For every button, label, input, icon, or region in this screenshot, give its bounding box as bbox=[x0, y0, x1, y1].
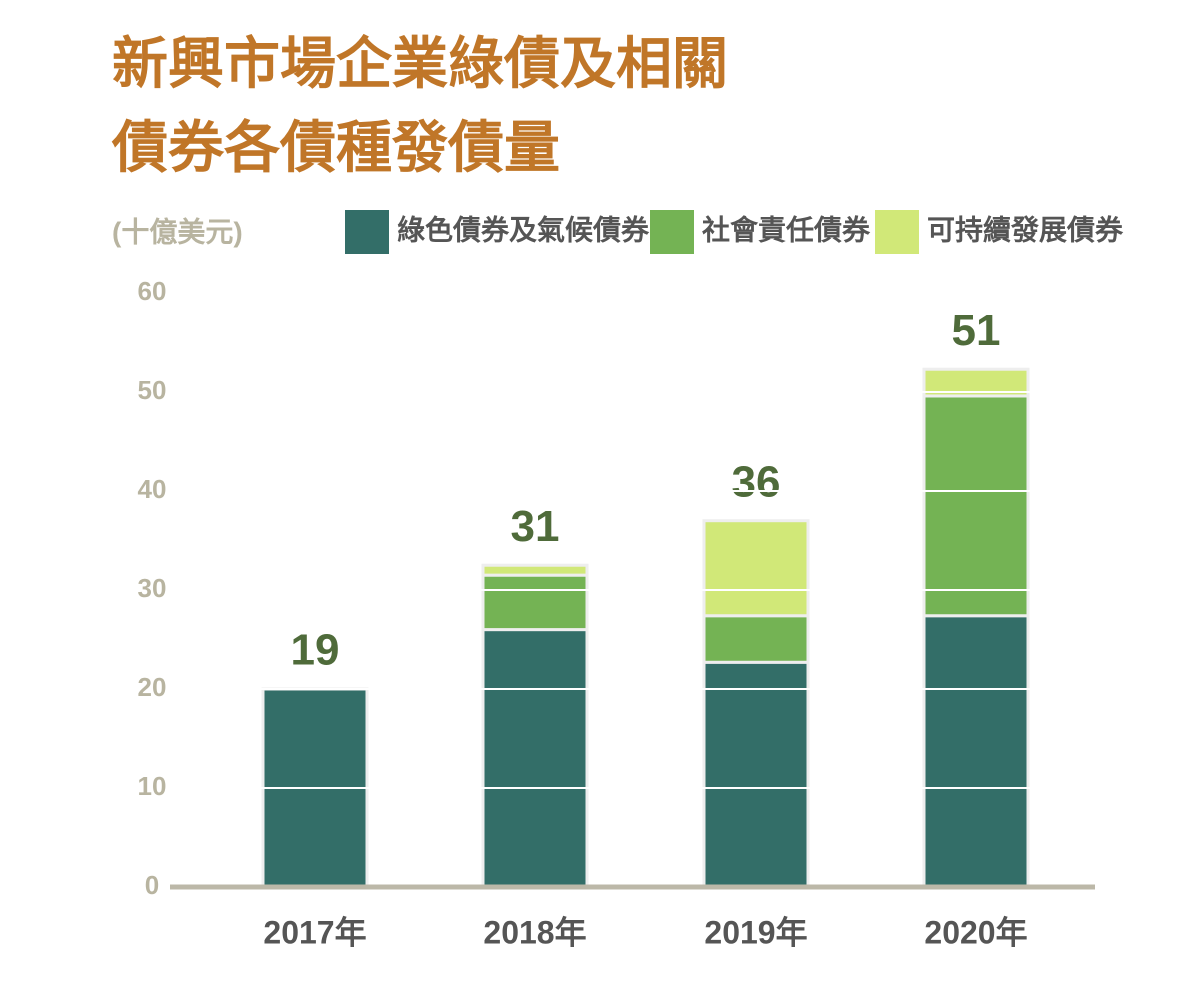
total-label: 19 bbox=[291, 626, 340, 675]
legend-swatch bbox=[875, 210, 919, 254]
bar-segment bbox=[481, 563, 589, 577]
y-axis-label: (十億美元) bbox=[112, 216, 243, 247]
y-tick-label: 20 bbox=[138, 672, 167, 702]
y-tick-label: 0 bbox=[145, 870, 159, 900]
x-tick-label: 2020年 bbox=[924, 914, 1027, 950]
bar-segment bbox=[702, 660, 810, 889]
legend-label: 社會責任債券 bbox=[702, 213, 871, 245]
total-label: 36 bbox=[732, 457, 781, 506]
bar-segment bbox=[702, 614, 810, 664]
bar-segment bbox=[922, 614, 1030, 889]
y-tick-label: 10 bbox=[138, 771, 167, 801]
chart-title: 債券各債種發債量 bbox=[111, 116, 560, 179]
legend-label: 可持續發展債券 bbox=[927, 213, 1124, 245]
y-tick-label: 30 bbox=[138, 573, 167, 603]
x-tick-label: 2017年 bbox=[263, 914, 366, 950]
x-tick-label: 2019年 bbox=[704, 914, 807, 950]
legend-label: 綠色債券及氣候債券 bbox=[397, 213, 650, 245]
y-tick-label: 50 bbox=[138, 375, 167, 405]
y-tick-label: 60 bbox=[138, 276, 167, 306]
legend-swatch bbox=[345, 210, 389, 254]
bar-segment bbox=[481, 573, 589, 632]
total-label: 31 bbox=[511, 502, 560, 551]
bar-segment bbox=[481, 628, 589, 889]
bar-segment bbox=[702, 519, 810, 618]
x-tick-label: 2018年 bbox=[483, 914, 586, 950]
total-label: 51 bbox=[952, 306, 1001, 355]
bar-segment bbox=[922, 394, 1030, 618]
chart-title: 新興市場企業綠債及相關 bbox=[112, 32, 728, 95]
legend-swatch bbox=[650, 210, 694, 254]
y-tick-label: 40 bbox=[138, 474, 167, 504]
